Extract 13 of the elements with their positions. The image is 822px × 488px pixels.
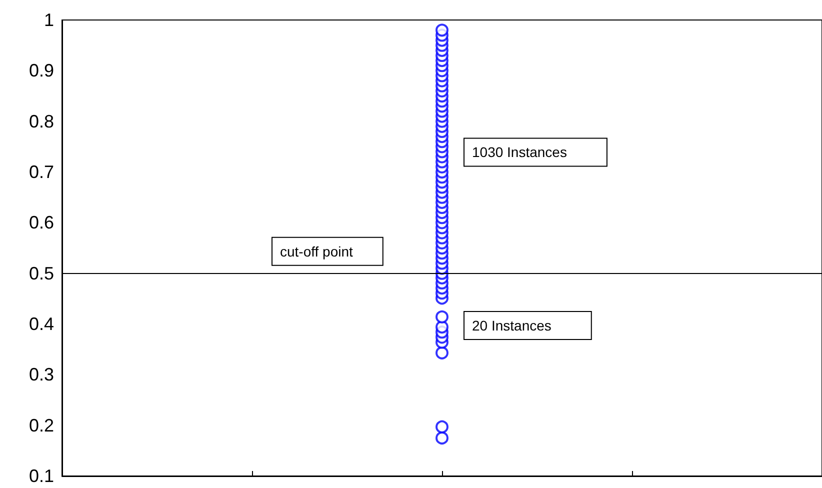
y-tick-label: 0.4	[28, 314, 54, 334]
y-tick-label: 0.1	[28, 466, 54, 486]
annotation: 1030 Instances	[472, 144, 567, 160]
y-tick-label: 1	[44, 10, 54, 30]
y-tick-label: 0.3	[28, 364, 54, 385]
y-tick-label: 0.2	[28, 415, 54, 436]
y-tick-label: 0.7	[28, 162, 54, 182]
y-tick-label: 0.9	[28, 60, 54, 81]
y-tick-label: 0.5	[28, 263, 54, 284]
y-tick-label: 0.8	[28, 111, 54, 132]
ref-line-label: cut-off point	[280, 243, 354, 260]
y-tick-label: 0.6	[28, 212, 54, 233]
annotation: 20 Instances	[472, 318, 552, 334]
